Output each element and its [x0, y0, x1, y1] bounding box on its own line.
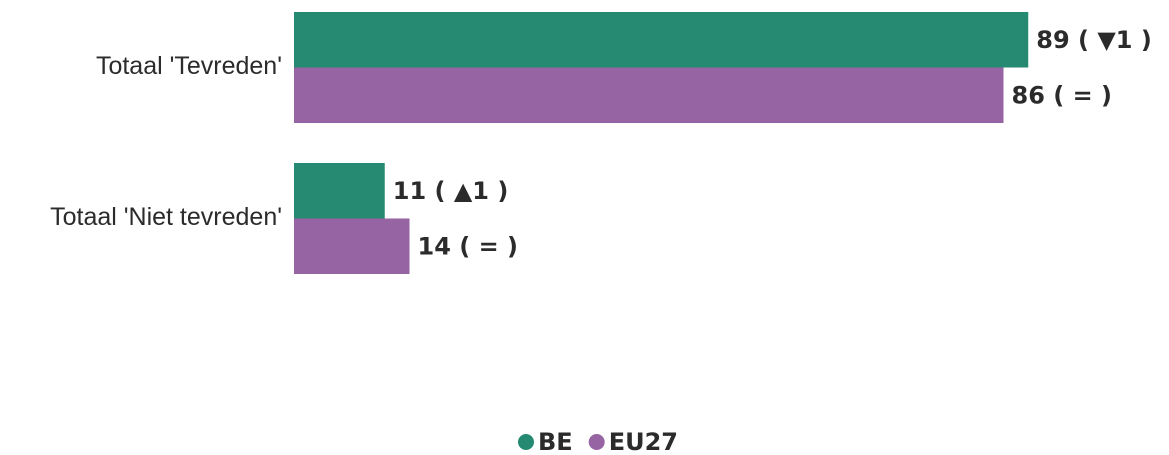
bar — [294, 67, 1004, 123]
bar — [294, 12, 1029, 68]
value-label: 89 ( ▼1 ) — [1036, 26, 1152, 54]
value-label: 86 ( = ) — [1012, 81, 1113, 109]
legend-label: EU27 — [609, 428, 678, 455]
value-label: 11 ( ▲1 ) — [393, 177, 509, 205]
legend-swatch — [588, 434, 605, 450]
bar — [294, 218, 410, 274]
bar — [294, 163, 385, 219]
legend-swatch — [518, 434, 534, 450]
value-label: 14 ( = ) — [418, 232, 519, 260]
category-label: Totaal 'Tevreden' — [96, 52, 282, 80]
legend-label: BE — [538, 428, 573, 455]
category-label: Totaal 'Niet tevreden' — [50, 203, 282, 231]
